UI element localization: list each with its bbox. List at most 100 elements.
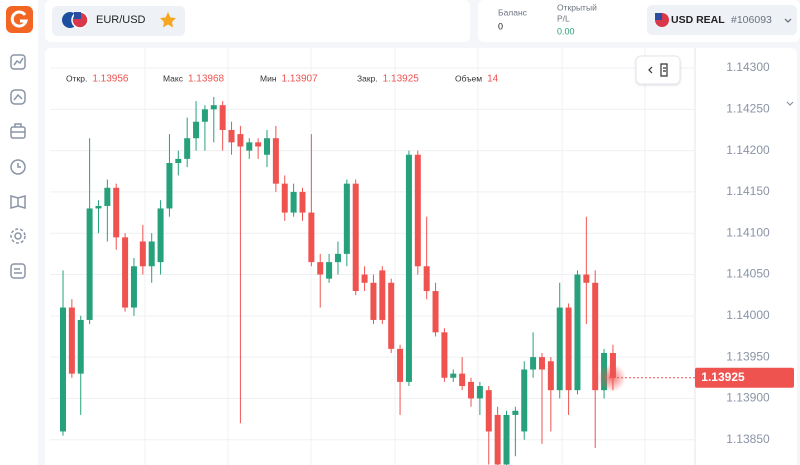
- candle-body: [530, 357, 537, 370]
- y-tick-label: 1.14150: [726, 184, 770, 198]
- candle-body: [308, 212, 315, 263]
- candle-body: [139, 241, 146, 267]
- candle-body: [468, 381, 475, 399]
- ohlc-value: 1.13925: [383, 74, 420, 85]
- candle-body: [441, 332, 448, 378]
- candle-body: [538, 357, 545, 370]
- candle-body: [326, 262, 333, 279]
- candle-body: [432, 291, 439, 333]
- scroll-arrow[interactable]: [786, 101, 794, 106]
- candle-body: [281, 183, 288, 213]
- chart-panel: [45, 48, 797, 465]
- candle-body: [86, 208, 93, 320]
- candle-body: [237, 134, 244, 147]
- candle-body: [255, 142, 262, 147]
- candle-body: [184, 138, 191, 159]
- balance-label: Баланс: [498, 7, 528, 17]
- candle-body: [228, 129, 235, 143]
- ohlc-label: Закр.: [357, 73, 378, 83]
- dropdown-arrow: [784, 18, 792, 23]
- candle-body: [60, 307, 66, 432]
- candle-body: [343, 183, 350, 254]
- toolbar-icon: [648, 63, 668, 77]
- candle-body: [450, 373, 457, 378]
- candle-body: [130, 266, 137, 308]
- candle-body: [547, 361, 554, 391]
- candle-body: [485, 390, 492, 432]
- current-price-box: [695, 367, 794, 388]
- candle-body: [201, 109, 208, 122]
- y-tick-label: 1.14250: [726, 101, 770, 115]
- candle-body: [503, 414, 510, 465]
- candle-body: [264, 138, 271, 155]
- candle-body: [290, 191, 297, 213]
- ohlc-value: 1.13907: [282, 74, 319, 85]
- candle-body: [512, 410, 519, 415]
- symbol: EUR/USD: [96, 14, 146, 26]
- candle-body: [556, 307, 563, 391]
- candle-body: [104, 187, 111, 206]
- candle-body: [370, 282, 377, 320]
- candle-body: [405, 154, 412, 382]
- candle-body: [414, 154, 421, 267]
- flag-us-canton: [74, 12, 81, 19]
- y-tick-label: 1.14000: [726, 308, 770, 322]
- candle-body: [317, 262, 324, 275]
- y-tick-label: 1.14200: [726, 143, 770, 157]
- y-tick-label: 1.13950: [726, 349, 770, 363]
- ohlc-value: 1.13968: [188, 74, 225, 85]
- candle-body: [175, 158, 182, 164]
- pl-label: Открытый: [557, 2, 597, 12]
- ohlc-label: Откр.: [66, 73, 87, 83]
- candle-body: [397, 348, 404, 382]
- toolbar-toggle[interactable]: [635, 55, 681, 85]
- candle-body: [334, 253, 341, 263]
- current-price-label: 1.13925: [701, 370, 745, 384]
- favorite-star[interactable]: [160, 12, 176, 28]
- candle-body: [521, 369, 528, 432]
- balance-value: 0: [498, 21, 503, 31]
- ohlc-label: Мин: [260, 73, 277, 83]
- candle-body: [299, 191, 306, 213]
- candle-body: [219, 105, 226, 130]
- price-glow: [598, 363, 626, 392]
- y-tick-label: 1.14300: [726, 60, 770, 74]
- candle-body: [459, 373, 466, 387]
- candle-body: [95, 205, 102, 209]
- candle-body: [246, 142, 253, 151]
- candle-body: [379, 270, 386, 320]
- ohlc-value: 1.13956: [92, 74, 129, 85]
- y-tick-label: 1.14100: [726, 225, 770, 239]
- sidebar-icons[interactable]: [10, 54, 26, 279]
- candle-body: [272, 138, 279, 184]
- pl-value: 0.00: [557, 26, 575, 36]
- flag-us-canton: [655, 13, 662, 20]
- candle-body: [574, 274, 581, 391]
- candle-body: [157, 208, 164, 263]
- y-tick-label: 1.14050: [726, 267, 770, 281]
- candle-body: [361, 274, 368, 283]
- y-tick-label: 1.13850: [726, 432, 770, 446]
- candle-body: [565, 307, 572, 391]
- candle-body: [193, 121, 200, 139]
- candle-body: [352, 183, 359, 292]
- ohlc-value: 14: [487, 74, 499, 85]
- candle-body: [476, 386, 483, 399]
- candle-body: [388, 282, 395, 349]
- candle-body: [113, 187, 120, 238]
- ohlc-label: Объем: [455, 73, 482, 83]
- y-tick-label: 1.13900: [726, 391, 770, 405]
- candle-body: [494, 414, 501, 465]
- logo-glyph: [10, 10, 29, 28]
- candle-body: [68, 307, 75, 374]
- candle-body: [210, 105, 217, 110]
- pl-label: P/L: [557, 13, 570, 23]
- candle-body: [592, 282, 599, 391]
- candle-body: [166, 163, 173, 209]
- candle-body: [423, 266, 430, 292]
- account-switch[interactable]: [647, 5, 797, 35]
- candle-body: [77, 319, 84, 374]
- account-id: #106093: [731, 14, 772, 26]
- logo[interactable]: [6, 6, 33, 33]
